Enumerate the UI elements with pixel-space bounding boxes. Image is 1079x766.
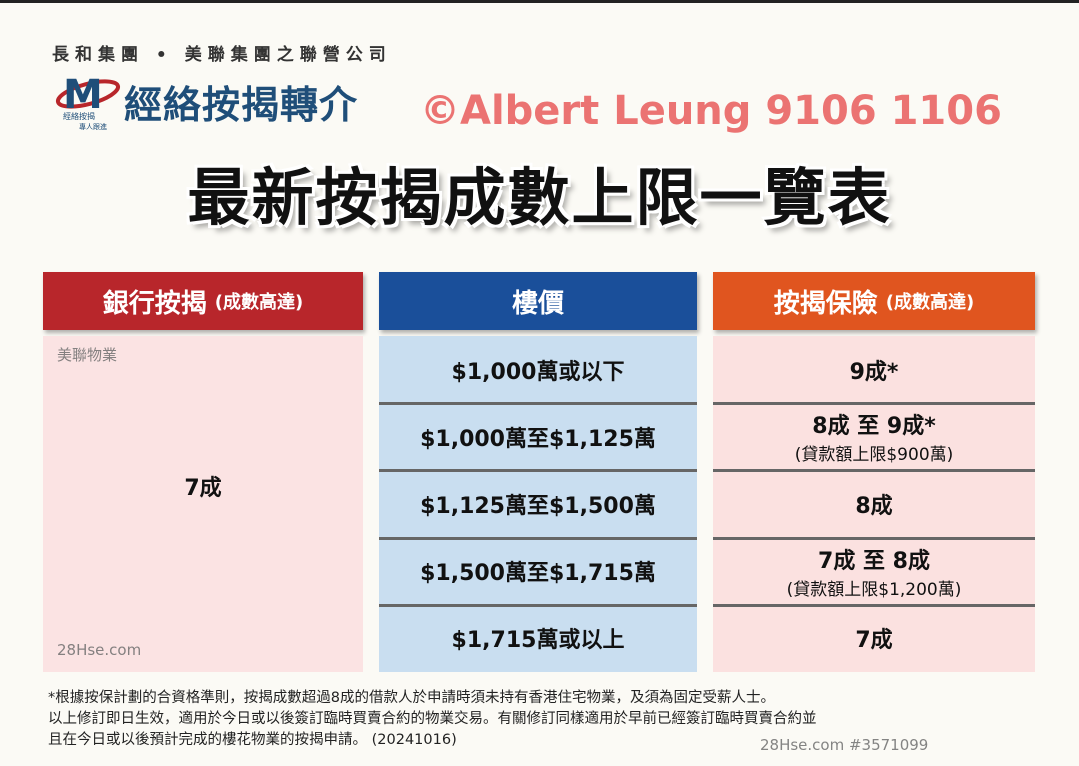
- header-property-price: 樓價: [379, 272, 697, 330]
- header-mortgage-insurance: 按揭保險 (成數高達): [713, 272, 1035, 330]
- watermark: ©Albert Leung 9106 1106: [420, 88, 1002, 134]
- svg-text:專人跟進: 專人跟進: [79, 122, 107, 130]
- bank-ratio: 7成: [184, 476, 222, 501]
- insurance-ratio: 8成 至 9成* (貸款額上限$900萬): [713, 403, 1035, 470]
- header-label: 銀行按揭: [102, 288, 207, 319]
- svg-text:經絡按揭: 經絡按揭: [63, 111, 95, 121]
- insurance-value: 8成 至 9成*: [812, 414, 936, 440]
- loan-cap-note: (貸款額上限$900萬): [794, 445, 954, 466]
- footnotes: *根據按保計劃的合資格準則，按揭成數超過8成的借款人於申請時須未持有香港住宅物業…: [48, 688, 817, 751]
- header-note: (成數高達): [885, 292, 975, 313]
- row-divider: [379, 402, 697, 406]
- price-column: $1,000萬或以下 $1,000萬至$1,125萬 $1,125萬至$1,500萬…: [379, 336, 697, 672]
- row-divider: [379, 536, 697, 540]
- row-divider: [379, 469, 697, 473]
- insurance-value: 7成 至 8成: [818, 548, 930, 574]
- header-label: 按揭保險: [773, 288, 878, 319]
- insurance-value: 9成*: [849, 359, 899, 385]
- insurance-column: 9成* 8成 至 9成* (貸款額上限$900萬) 8成 7成 至 8成 (貸款額上限$1…: [713, 336, 1035, 672]
- page-title: 最新按揭成數上限一覽表: [187, 161, 892, 234]
- insurance-value: 8成: [855, 493, 893, 519]
- footnote: *根據按保計劃的合資格準則，按揭成數超過8成的借款人於申請時須未持有香港住宅物業…: [48, 690, 775, 706]
- loan-cap-note: (貸款額上限$1,200萬): [786, 579, 962, 600]
- insurance-value: 7成: [855, 628, 893, 654]
- row-divider: [379, 603, 697, 607]
- row-divider: [713, 603, 1035, 607]
- bank-column: 美聯物業 7成 28Hse.com: [43, 336, 363, 672]
- insurance-ratio: 7成 至 8成 (貸款額上限$1,200萬): [713, 538, 1035, 605]
- svg-text:M: M: [63, 72, 103, 118]
- agency-watermark: 美聯物業: [57, 346, 118, 364]
- footnote: 以上修訂即日生效，適用於今日或以後簽訂臨時買賣合約的物業交易。有關修訂同樣適用於…: [48, 711, 817, 727]
- price-range: $1,000萬至$1,125萬: [420, 426, 656, 452]
- header-label: 樓價: [511, 288, 564, 319]
- insurance-ratio: 7成: [713, 605, 1035, 672]
- company-logo: M 經絡按揭 專人跟進: [55, 72, 121, 130]
- price-range: $1,715萬或以上: [451, 628, 625, 654]
- brand-name: 經絡按揭轉介: [124, 83, 359, 127]
- insurance-ratio: 8成: [713, 470, 1035, 537]
- site-watermark: 28Hse.com #3571099: [760, 736, 929, 754]
- footnote: 且在今日或以後預計完成的樓花物業的按揭申請。 (20241016): [48, 732, 457, 748]
- price-range: $1,000萬或以下: [451, 359, 625, 385]
- row-divider: [713, 469, 1035, 473]
- price-range: $1,125萬至$1,500萬: [420, 493, 656, 519]
- row-divider: [713, 402, 1035, 406]
- top-border: [0, 0, 1079, 3]
- group-affiliation: 長和集團 • 美聯集團之聯營公司: [52, 45, 392, 65]
- insurance-ratio: 9成*: [713, 336, 1035, 403]
- row-divider: [713, 536, 1035, 540]
- header-note: (成數高達): [214, 292, 304, 313]
- price-range: $1,500萬至$1,715萬: [420, 561, 656, 587]
- header-bank-mortgage: 銀行按揭 (成數高達): [43, 272, 363, 330]
- site-watermark-2: 28Hse.com: [57, 641, 142, 659]
